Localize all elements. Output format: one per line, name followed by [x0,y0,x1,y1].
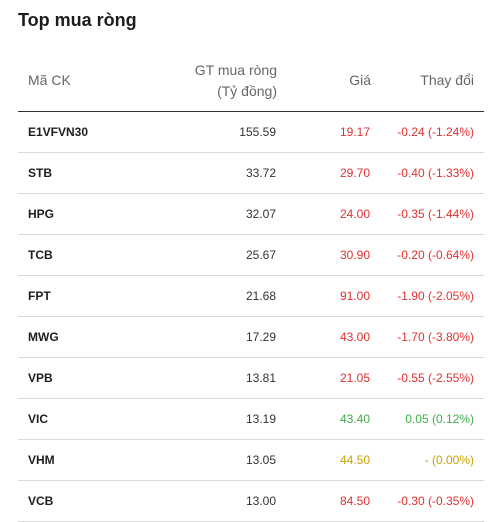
stock-code[interactable]: MWG [18,316,139,358]
price: 43.40 [277,398,371,440]
panel-title: Top mua ròng [18,10,137,30]
stock-code[interactable]: STB [18,152,139,194]
net-value: 13.00 [139,480,277,522]
change: -0.55 (-2.55%) [371,357,484,399]
table-header-row: Mã CK GT mua ròng (Tỷ đồng) Giá Thay đổi [18,50,484,112]
stock-code[interactable]: E1VFVN30 [18,111,139,153]
net-value: 25.67 [139,234,277,276]
top-net-buy-panel: Top mua ròng Mã CK GT mua ròng (Tỷ đồng)… [18,10,484,522]
net-value: 155.59 [139,111,277,153]
stock-code[interactable]: VCB [18,480,139,522]
change: -0.20 (-0.64%) [371,234,484,276]
header-net-value-line1: GT mua ròng [194,61,277,78]
header-net-value[interactable]: GT mua ròng (Tỷ đồng) [139,50,277,112]
table-row[interactable]: TCB 25.67 30.90 -0.20 (-0.64%) [18,234,484,276]
change: -0.30 (-0.35%) [371,480,484,522]
net-value: 32.07 [139,193,277,235]
price: 29.70 [277,152,371,194]
table-row[interactable]: FPT 21.68 91.00 -1.90 (-2.05%) [18,275,484,317]
table-row[interactable]: VIC 13.19 43.40 0.05 (0.12%) [18,398,484,440]
header-change[interactable]: Thay đổi [371,50,484,112]
stock-code[interactable]: VHM [18,439,139,481]
price: 21.05 [277,357,371,399]
table-row[interactable]: STB 33.72 29.70 -0.40 (-1.33%) [18,152,484,194]
change: - (0.00%) [371,439,484,481]
header-code[interactable]: Mã CK [18,50,139,112]
price: 19.17 [277,111,371,153]
stock-code[interactable]: HPG [18,193,139,235]
table-row[interactable]: HPG 32.07 24.00 -0.35 (-1.44%) [18,193,484,235]
price: 30.90 [277,234,371,276]
header-price[interactable]: Giá [277,50,371,112]
stock-code[interactable]: FPT [18,275,139,317]
table-row[interactable]: VCB 13.00 84.50 -0.30 (-0.35%) [18,480,484,522]
change: -0.35 (-1.44%) [371,193,484,235]
table-row[interactable]: MWG 17.29 43.00 -1.70 (-3.80%) [18,316,484,358]
change: -0.24 (-1.24%) [371,111,484,153]
stock-code[interactable]: VIC [18,398,139,440]
net-value: 17.29 [139,316,277,358]
stock-code[interactable]: VPB [18,357,139,399]
price: 91.00 [277,275,371,317]
table-row[interactable]: VPB 13.81 21.05 -0.55 (-2.55%) [18,357,484,399]
price: 84.50 [277,480,371,522]
change: -1.70 (-3.80%) [371,316,484,358]
net-value: 13.81 [139,357,277,399]
net-value: 33.72 [139,152,277,194]
change: -1.90 (-2.05%) [371,275,484,317]
net-value: 21.68 [139,275,277,317]
net-value: 13.19 [139,398,277,440]
header-net-value-line2: (Tỷ đồng) [217,82,277,99]
net-buy-table: Mã CK GT mua ròng (Tỷ đồng) Giá Thay đổi… [18,50,484,522]
stock-code[interactable]: TCB [18,234,139,276]
change: 0.05 (0.12%) [371,398,484,440]
change: -0.40 (-1.33%) [371,152,484,194]
price: 24.00 [277,193,371,235]
table-row[interactable]: VHM 13.05 44.50- (0.00%) [18,439,484,481]
price: 43.00 [277,316,371,358]
net-value: 13.05 [139,439,277,481]
table-row[interactable]: E1VFVN30 155.59 19.17 -0.24 (-1.24%) [18,111,484,153]
price: 44.50 [277,439,371,481]
